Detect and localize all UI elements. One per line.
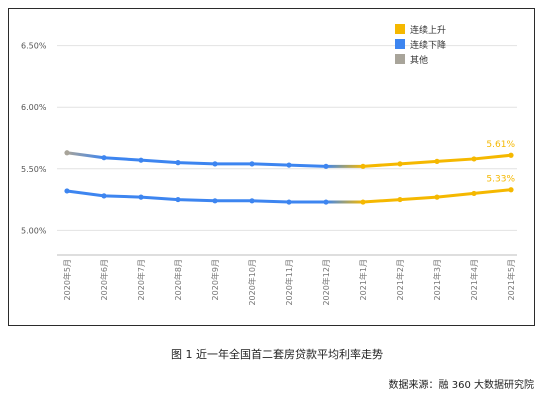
data-source-note: 数据来源：融 360 大数据研究院: [388, 380, 534, 391]
x-tick-label: 2021年1月: [358, 259, 368, 300]
legend-swatch: [395, 39, 405, 49]
data-point: [323, 163, 329, 169]
x-tick-label: 2020年9月: [210, 259, 220, 300]
y-tick-label: 6.50%: [21, 42, 47, 51]
figure-caption: 图 1 近一年全国首二套房贷款平均利率走势: [171, 348, 383, 361]
x-tick-label: 2021年5月: [506, 259, 516, 300]
data-point: [286, 199, 292, 205]
data-point: [249, 161, 255, 167]
x-tick-label: 2020年7月: [136, 259, 146, 300]
data-point: [323, 199, 329, 205]
x-tick-label: 2020年11月: [284, 259, 294, 306]
y-tick-label: 5.50%: [21, 165, 47, 174]
data-point: [212, 161, 218, 167]
legend-label: 连续上升: [410, 24, 446, 36]
legend-swatch: [395, 24, 405, 34]
data-point: [508, 187, 514, 193]
line-chart: 5.00% 5.50% 6.00% 6.50% 2020年5月 2020年6月 2020年7…: [21, 24, 517, 306]
x-tick-label: 2021年4月: [469, 259, 479, 300]
data-point: [138, 157, 144, 163]
data-point: [360, 163, 366, 169]
x-tick-label: 2020年8月: [173, 259, 183, 300]
data-point: [471, 156, 477, 162]
x-tick-label: 2020年10月: [247, 259, 257, 306]
data-point: [175, 196, 181, 203]
legend-swatch: [395, 54, 405, 64]
legend-label: 其他: [410, 54, 428, 66]
legend-label: 连续下降: [410, 39, 446, 51]
data-point: [434, 158, 440, 164]
data-point: [286, 162, 292, 168]
data-point: [138, 194, 144, 200]
data-point: [397, 196, 403, 203]
data-point: [101, 193, 107, 199]
chart-frame: 5.00% 5.50% 6.00% 6.50% 2020年5月 2020年6月 2020年7…: [8, 8, 535, 326]
data-point: [101, 155, 107, 161]
data-point: [249, 198, 255, 204]
data-label: 5.33%: [486, 175, 515, 185]
x-tick-label: 2020年12月: [321, 259, 331, 306]
data-point: [212, 198, 218, 204]
data-point: [471, 190, 477, 197]
data-point: [508, 152, 514, 158]
data-point: [64, 150, 70, 156]
data-point: [64, 188, 70, 194]
x-tick-label: 2021年2月: [395, 259, 405, 300]
y-tick-label: 6.00%: [21, 103, 47, 112]
x-tick-label: 2021年3月: [432, 259, 442, 300]
x-tick-label: 2020年6月: [99, 259, 109, 300]
y-tick-label: 5.00%: [21, 226, 47, 235]
data-point: [360, 199, 366, 205]
data-point: [397, 161, 403, 167]
x-tick-label: 2020年5月: [62, 259, 72, 300]
data-point: [175, 160, 181, 166]
data-label: 5.61%: [486, 140, 515, 150]
data-point: [434, 194, 440, 200]
